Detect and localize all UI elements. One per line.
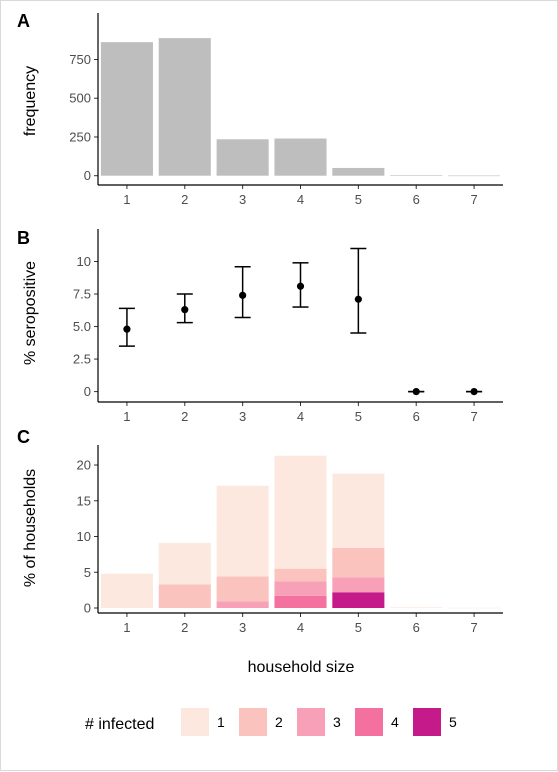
panel-b: B % seropositive 0 2.5 5.0 7.5 10 1 2 3 4 5 6 7 [17,228,503,424]
panel-c-yticks: 0 5 10 15 20 [77,458,98,615]
panel-c-bar-segment-3 [274,581,327,596]
panel-a-xtick-label: 4 [297,192,304,207]
panel-b-ytick-label: 0 [84,384,91,399]
panel-c-xtick-label: 6 [413,620,420,635]
panel-a-xtick-label: 5 [355,192,362,207]
panel-a-bar [332,167,385,176]
panel-c-xticks: 1 2 3 4 5 6 7 [123,613,478,635]
panel-c-xtick-label: 2 [181,620,188,635]
panel-c-xtick-label: 5 [355,620,362,635]
panel-b-point [123,325,131,333]
panel-c-bar-segment-1 [390,607,443,608]
panel-b-points [118,247,483,396]
panel-a-xtick-label: 1 [123,192,130,207]
panel-c-bar-segment-3 [216,601,269,608]
panel-a-xtick-label: 7 [470,192,477,207]
panel-a-label: A [17,11,30,31]
panel-a-ylabel: frequency [22,66,39,136]
panel-a-xtick-label: 3 [239,192,246,207]
panel-c: C % of households 0 5 10 15 20 1 2 3 4 5 6 7 [17,427,503,635]
panel-a-ytick-label: 500 [69,91,91,106]
panel-b-xtick-label: 6 [413,409,420,424]
legend-key-1 [181,708,209,736]
panel-c-ytick-label: 5 [84,565,91,580]
panel-c-ytick-label: 15 [77,493,91,508]
legend-key-3 [297,708,325,736]
legend: # infected 1 2 3 4 5 [85,708,457,736]
panel-c-bar-segment-1 [448,607,501,609]
panel-c-bars [100,455,501,609]
panel-b-xtick-label: 3 [239,409,246,424]
legend-label: 5 [449,714,457,730]
panel-a-bar [390,175,443,176]
panel-c-bar-segment-2 [158,584,211,608]
panel-c-bar-segment-2 [332,547,385,578]
panel-b-ytick-label: 10 [77,254,91,269]
legend-label: 3 [333,714,341,730]
panel-c-bar-segment-2 [274,568,327,582]
panel-c-label: C [17,427,30,447]
panel-a: A frequency 0 250 500 750 1 2 3 4 5 6 7 [17,11,503,207]
legend-key-2 [239,708,267,736]
panel-b-ylabel: % seropositive [22,261,39,365]
legend-title: # infected [85,716,154,733]
panel-b-xticks: 1 2 3 4 5 6 7 [123,402,478,424]
panel-c-xtick-label: 4 [297,620,304,635]
panel-a-bar [448,175,501,177]
panel-a-yticks: 0 250 500 750 [69,52,98,183]
panel-c-bar-segment-3 [332,577,385,593]
legend-key-4 [355,708,383,736]
panel-b-xtick-label: 1 [123,409,130,424]
panel-b-point [470,387,478,396]
panel-b-point [296,282,305,290]
panel-c-bar-segment-2 [216,576,269,602]
panel-a-xtick-label: 6 [413,192,420,207]
panel-b-ytick-label: 7.5 [73,287,91,302]
panel-c-xtick-label: 1 [123,620,130,635]
panel-a-bar [216,139,269,176]
panel-c-ytick-label: 0 [84,600,91,615]
panel-a-ytick-label: 750 [69,52,91,67]
panel-c-xtick-label: 7 [470,620,477,635]
panel-c-bar-segment-1 [100,573,153,608]
legend-label: 2 [275,714,283,730]
panel-c-bar-segment-5 [332,592,385,608]
panel-a-ytick-label: 0 [84,168,91,183]
panel-b-xtick-label: 5 [355,409,362,424]
panel-a-xtick-label: 2 [181,192,188,207]
legend-label: 1 [217,714,225,730]
panel-c-bar-segment-4 [274,595,327,608]
panel-c-ylabel: % of households [22,469,39,587]
panel-b-point [412,387,420,396]
panel-b-point [181,306,189,314]
panel-c-ytick-label: 20 [77,458,91,473]
panel-a-bars [100,38,501,177]
panel-c-bar-segment-1 [274,455,327,569]
panel-c-xtick-label: 3 [239,620,246,635]
panel-a-bar [274,138,327,176]
panel-c-bar-segment-1 [332,473,385,548]
legend-key-5 [413,708,441,736]
panel-b-ytick-label: 5.0 [73,319,91,334]
legend-items: 1 2 3 4 5 [181,708,457,736]
panel-b-point [354,295,362,303]
legend-label: 4 [391,714,399,730]
panel-b-xtick-label: 2 [181,409,188,424]
panel-c-ytick-label: 10 [77,529,91,544]
panel-b-xtick-label: 7 [470,409,477,424]
panel-b-yticks: 0 2.5 5.0 7.5 10 [73,254,98,399]
panel-b-point [239,291,247,299]
panel-a-ytick-label: 250 [69,129,91,144]
x-axis-label: household size [248,659,355,676]
panel-a-xticks: 1 2 3 4 5 6 7 [123,185,478,207]
panel-c-bar-segment-1 [158,542,211,585]
panel-b-xtick-label: 4 [297,409,304,424]
panel-a-bar [100,42,153,176]
panel-b-ytick-label: 2.5 [73,352,91,367]
panel-a-bar [158,38,211,176]
panel-c-bar-segment-1 [216,485,269,577]
panel-b-label: B [17,228,30,248]
